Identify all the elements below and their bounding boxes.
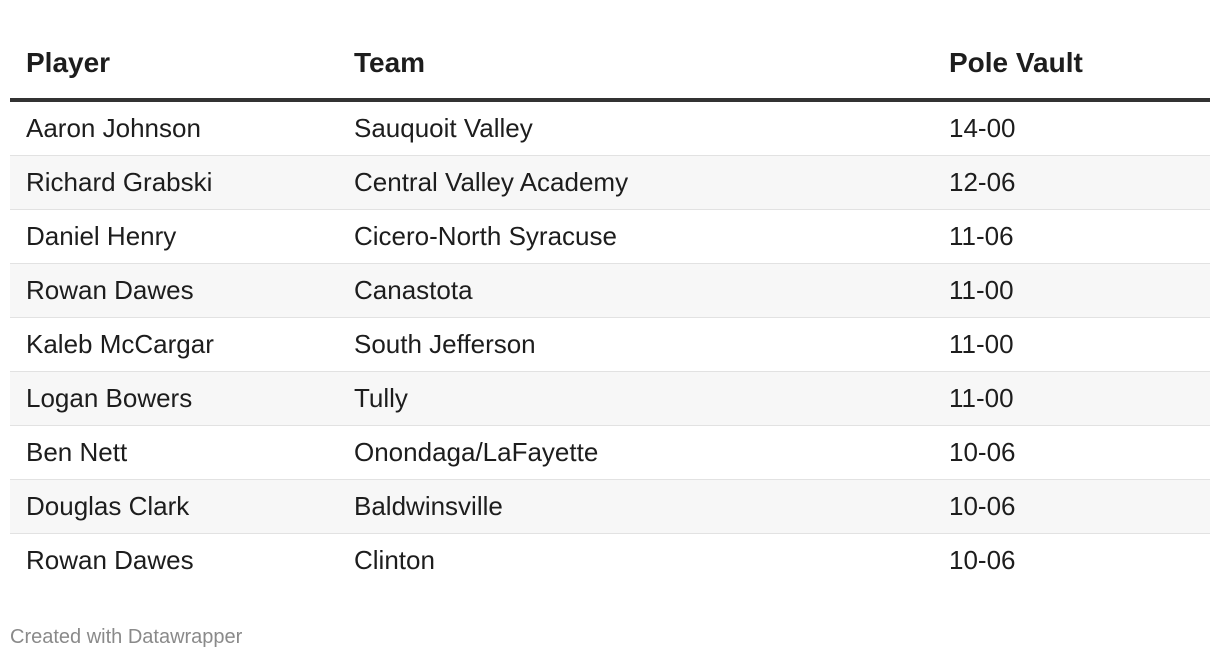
table-cell: 11-00 [933, 371, 1210, 426]
table-row: Richard Grabski Central Valley Academy 12-… [10, 155, 1210, 210]
table-row: Daniel Henry Cicero-North Syracuse 11-06 [10, 209, 1210, 264]
header-cell: Team [338, 28, 933, 102]
table-cell: 10-06 [933, 425, 1210, 480]
header-cell: Player [10, 28, 338, 102]
table-row: Ben Nett Onondaga/LaFayette 10-06 [10, 425, 1210, 480]
table-cell: Douglas Clark [10, 479, 338, 534]
table-row: Logan Bowers Tully 11-00 [10, 371, 1210, 426]
table-body: Aaron Johnson Sauquoit Valley 14-00 Richard… [10, 100, 1210, 587]
table-row: Aaron Johnson Sauquoit Valley 14-00 [10, 100, 1210, 156]
table-cell: Central Valley Academy [338, 155, 933, 210]
header-cell: Pole Vault [933, 28, 1210, 102]
table-row: Rowan Dawes Clinton 10-06 [10, 534, 1210, 588]
table-cell: 12-06 [933, 155, 1210, 210]
table-cell: Kaleb McCargar [10, 317, 338, 372]
header-row: Player Team Pole Vault [10, 28, 1210, 102]
table-cell: Logan Bowers [10, 371, 338, 426]
table-cell: Rowan Dawes [26, 545, 194, 575]
table: Player Team Pole Vault Aaron Johnson Sauquo… [10, 28, 1210, 587]
table-cell: Aaron Johnson [10, 100, 338, 156]
table-row: Douglas Clark Baldwinsville 10-06 [10, 479, 1210, 534]
table-cell: South Jefferson [338, 317, 933, 372]
table-cell: 14-00 [933, 100, 1210, 156]
table-cell: Onondaga/LaFayette [338, 425, 933, 480]
table-cell: 10-06 [949, 545, 1016, 575]
table-cell: 11-00 [933, 317, 1210, 372]
table-cell: Cicero-North Syracuse [338, 209, 933, 264]
table-cell: 11-06 [933, 209, 1210, 264]
table-row: Kaleb McCargar South Jefferson 11-00 [10, 317, 1210, 372]
table-cell: Richard Grabski [10, 155, 338, 210]
table-cell: Sauquoit Valley [338, 100, 933, 156]
table-cell: Clinton [354, 545, 435, 575]
footer: Created with Datawrapper [10, 626, 243, 648]
table-cell: Daniel Henry [10, 209, 338, 264]
table-row: Rowan Dawes Canastota 11-00 [10, 263, 1210, 318]
table-cell: Rowan Dawes [10, 263, 338, 318]
table-cell: Canastota [338, 263, 933, 318]
table-cell: Baldwinsville [338, 479, 933, 534]
table-cell: 10-06 [933, 479, 1210, 534]
table-cell: 11-00 [933, 263, 1210, 318]
table-cell: Ben Nett [10, 425, 338, 480]
table-cell: Tully [338, 371, 933, 426]
